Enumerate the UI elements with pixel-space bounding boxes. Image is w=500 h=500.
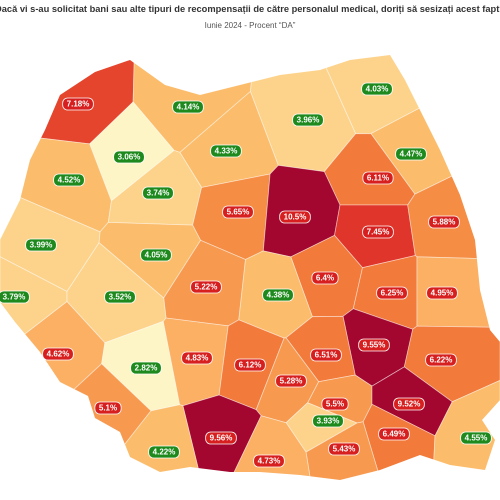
labels: 7.18% 4.14% 4.03% 3.96% 3.06% 4.33% 4.47% 6.11%… — [0, 82, 492, 468]
label-badge — [253, 454, 285, 468]
value-label: 10.5% — [284, 213, 307, 222]
value-label: 3.79% — [3, 293, 26, 302]
label-badge — [0, 290, 30, 304]
chart-subtitle: Iunie 2024 - Procent “DA” — [205, 21, 296, 30]
label-badge — [358, 338, 390, 352]
label-badge — [275, 374, 307, 388]
value-label: 6.25% — [381, 289, 404, 298]
label-badge — [460, 431, 492, 445]
label-badge — [292, 113, 324, 127]
value-label: 7.45% — [367, 228, 390, 237]
label-badge — [140, 248, 172, 262]
value-label: 5.43% — [333, 445, 356, 454]
value-label: 4.95% — [431, 289, 454, 298]
value-label: 5.5% — [326, 400, 344, 409]
label-badge — [361, 82, 393, 96]
label-badge — [25, 238, 57, 252]
value-label: 6.12% — [239, 361, 262, 370]
value-label: 7.18% — [67, 100, 90, 109]
value-label: 6.11% — [367, 174, 389, 183]
label-badge — [312, 414, 344, 428]
label-badge — [328, 442, 360, 456]
value-label: 3.06% — [118, 153, 141, 162]
value-label: 9.55% — [363, 341, 386, 350]
label-badge — [311, 271, 339, 285]
label-badge — [393, 397, 425, 411]
value-label: 2.82% — [135, 364, 158, 373]
label-badge — [142, 186, 174, 200]
value-label: 3.52% — [109, 293, 132, 302]
value-label: 3.74% — [147, 189, 170, 198]
value-label: 5.1% — [99, 404, 117, 413]
county — [305, 421, 388, 480]
value-label: 4.22% — [153, 448, 176, 457]
label-badge — [321, 397, 349, 411]
value-label: 6.49% — [383, 430, 406, 439]
value-label: 4.47% — [400, 150, 423, 159]
label-badge — [310, 348, 342, 362]
value-label: 4.52% — [58, 176, 81, 185]
value-label: 3.93% — [317, 417, 340, 426]
value-label: 4.14% — [177, 103, 200, 112]
label-badge — [181, 351, 213, 365]
value-label: 3.96% — [297, 116, 320, 125]
label-badge — [222, 205, 254, 219]
value-label: 3.99% — [30, 241, 53, 250]
label-badge — [395, 147, 427, 161]
label-badge — [94, 401, 122, 415]
label-badge — [425, 353, 457, 367]
value-label: 6.51% — [315, 351, 338, 360]
label-badge — [210, 144, 242, 158]
label-badge — [362, 171, 394, 185]
label-badge — [190, 280, 222, 294]
label-badge — [205, 431, 237, 445]
value-label: 4.55% — [465, 434, 488, 443]
label-badge — [172, 100, 204, 114]
label-badge — [62, 97, 94, 111]
value-label: 4.38% — [267, 291, 290, 300]
value-label: 4.73% — [258, 457, 281, 466]
value-label: 4.05% — [145, 251, 168, 260]
value-label: 5.28% — [280, 377, 303, 386]
value-label: 9.52% — [398, 400, 421, 409]
value-label: 4.33% — [215, 147, 238, 156]
label-badge — [378, 427, 410, 441]
label-badge — [279, 210, 311, 224]
label-badge — [53, 173, 85, 187]
label-badge — [130, 361, 162, 375]
label-badge — [113, 150, 145, 164]
value-label: 4.62% — [47, 350, 70, 359]
label-badge — [362, 225, 394, 239]
label-badge — [234, 358, 266, 372]
label-badge — [42, 347, 74, 361]
label-badge — [428, 215, 460, 229]
value-label: 4.03% — [366, 85, 389, 94]
label-badge — [148, 445, 180, 459]
chart-title: Dacă vi s-au solicitat bani sau alte tip… — [0, 4, 500, 14]
value-label: 6.4% — [316, 274, 334, 283]
value-label: 5.65% — [227, 208, 250, 217]
value-label: 4.83% — [186, 354, 209, 363]
label-badge — [104, 290, 136, 304]
label-badge — [426, 286, 458, 300]
label-badge — [376, 286, 408, 300]
value-label: 5.88% — [433, 218, 456, 227]
value-label: 6.22% — [430, 356, 453, 365]
value-label: 5.22% — [195, 283, 218, 292]
value-label: 9.56% — [210, 434, 233, 443]
label-badge — [262, 288, 294, 302]
